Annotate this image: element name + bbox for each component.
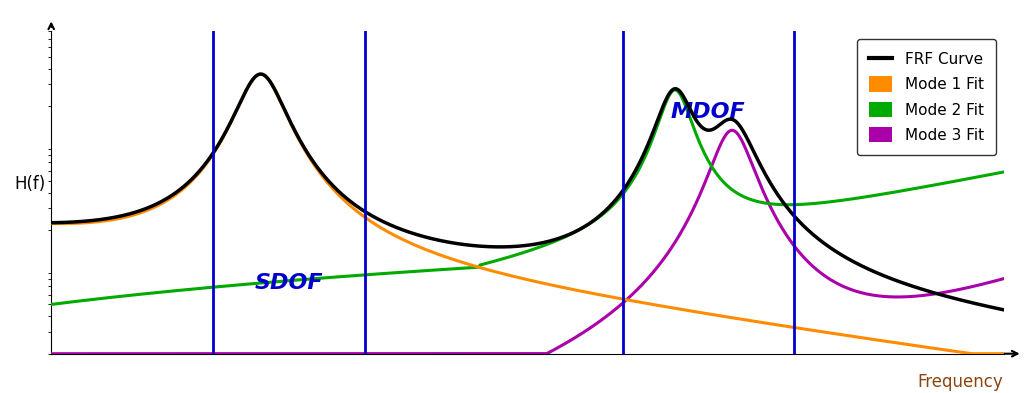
Text: SDOF: SDOF: [255, 273, 324, 293]
Legend: FRF Curve, Mode 1 Fit, Mode 2 Fit, Mode 3 Fit: FRF Curve, Mode 1 Fit, Mode 2 Fit, Mode …: [857, 39, 996, 155]
Text: Frequency: Frequency: [918, 373, 1004, 391]
Y-axis label: H(f): H(f): [14, 174, 45, 193]
Text: MDOF: MDOF: [671, 102, 745, 122]
